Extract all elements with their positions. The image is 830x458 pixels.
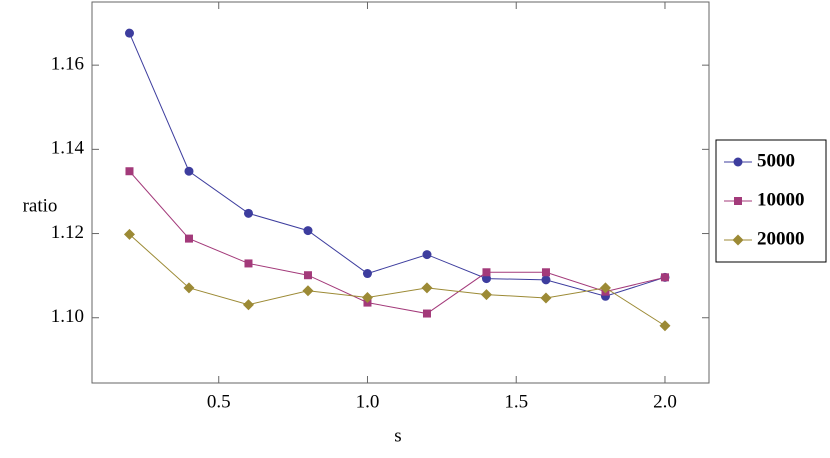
y-tick-label: 1.12 (51, 222, 84, 243)
point (125, 167, 134, 176)
x-tick-label: 2.0 (653, 391, 677, 412)
legend-label: 5000 (757, 150, 795, 171)
x-tick-label: 1.0 (356, 391, 380, 412)
point (733, 157, 743, 167)
point (422, 309, 431, 318)
plot-frame (91, 1, 710, 384)
point (734, 197, 742, 205)
legend-label: 20000 (757, 228, 805, 249)
point (540, 292, 552, 304)
point (303, 271, 312, 280)
point (480, 289, 492, 301)
y-tick-label: 1.10 (51, 306, 84, 327)
point (659, 320, 671, 332)
point (361, 292, 373, 304)
point (482, 268, 491, 277)
point (242, 299, 254, 311)
point (184, 234, 193, 243)
point (303, 226, 313, 236)
x-tick-label: 1.5 (504, 391, 528, 412)
legend-label: 10000 (757, 189, 805, 210)
point (183, 282, 195, 294)
point (302, 285, 314, 297)
series-line (129, 32, 666, 297)
series-line (129, 234, 666, 327)
point (244, 259, 253, 268)
y-tick-label: 1.16 (51, 54, 84, 75)
point (422, 250, 432, 260)
point (599, 282, 611, 294)
point (124, 28, 134, 38)
point (541, 275, 551, 285)
point (732, 234, 744, 246)
point (660, 273, 669, 282)
point (184, 166, 194, 176)
series-line (129, 170, 666, 315)
y-tick-label: 1.14 (51, 138, 85, 159)
y-axis-label: ratio (23, 195, 58, 216)
point (421, 282, 433, 294)
point (243, 208, 253, 218)
x-tick-label: 0.5 (207, 391, 231, 412)
point (541, 268, 550, 277)
x-axis-label: s (394, 425, 401, 446)
point (362, 269, 372, 279)
point (123, 228, 135, 240)
point (481, 274, 491, 284)
